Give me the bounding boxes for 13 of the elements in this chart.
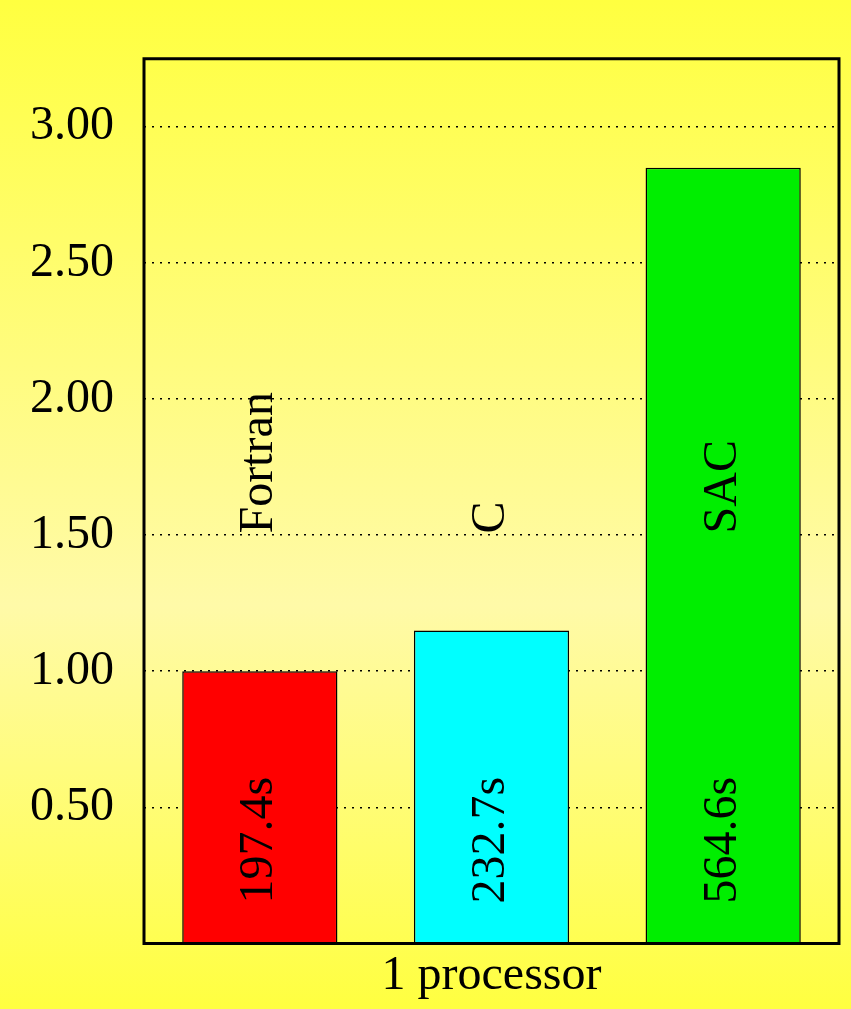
- y-tick-label: 1.50: [30, 504, 114, 558]
- y-tick-label: 2.50: [30, 232, 114, 286]
- x-tick-label: Fortran: [229, 392, 283, 534]
- y-tick-label: 1.00: [30, 640, 114, 694]
- x-tick-label: SAC: [692, 440, 746, 534]
- y-tick-label: 0.50: [30, 776, 114, 830]
- annotation: 232.7s: [461, 776, 515, 904]
- x-axis-title: 1 processor: [381, 945, 602, 999]
- y-tick-label: 2.00: [30, 368, 114, 422]
- annotation: 197.4s: [229, 776, 283, 904]
- x-tick-label: C: [461, 501, 515, 534]
- y-tick-label: 3.00: [30, 96, 114, 150]
- annotation: 564.6s: [692, 776, 746, 904]
